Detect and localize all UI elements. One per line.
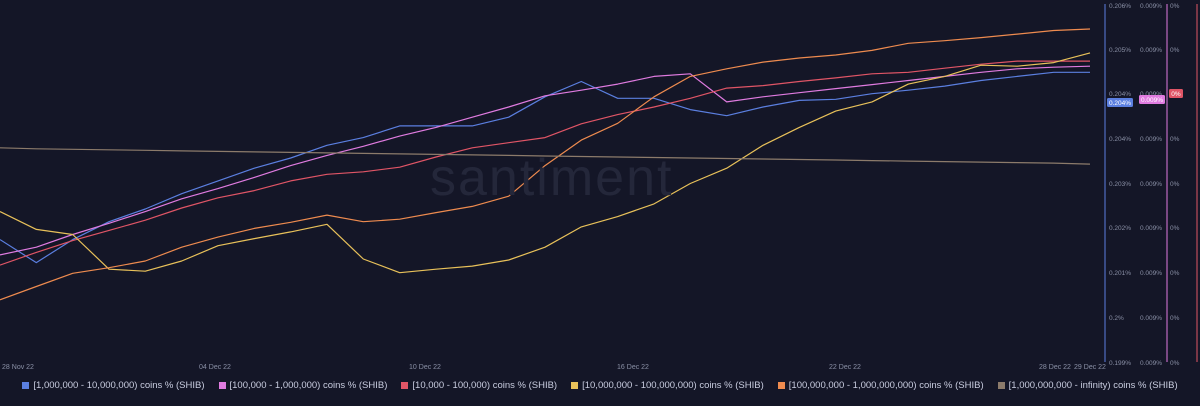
- series-line-3: [0, 60, 1090, 266]
- legend-label: [10,000 - 100,000) coins % (SHIB): [412, 380, 558, 391]
- y-tick-label: 0.009%: [1140, 270, 1162, 277]
- y-tick-label: 0%: [1170, 315, 1180, 322]
- y-tick-label: 0.205%: [1109, 47, 1131, 54]
- series-layer: [0, 28, 1091, 301]
- current-value-label: 0%: [1171, 91, 1181, 98]
- current-value-badge: [1139, 95, 1165, 104]
- legend-swatch: [777, 382, 785, 389]
- legend-item-6[interactable]: [1,000,000,000 - infinity) coins % (SHIB…: [997, 380, 1178, 391]
- y-tick-label: 0.009%: [1140, 360, 1162, 367]
- legend-label: [1,000,000,000 - infinity) coins % (SHIB…: [1008, 380, 1178, 391]
- y-tick-label: 0%: [1170, 181, 1180, 188]
- x-tick-label: 04 Dec 22: [199, 364, 231, 371]
- legend-item-1[interactable]: [1,000,000 - 10,000,000) coins % (SHIB): [22, 380, 205, 391]
- y-tick-label: 0.009%: [1140, 136, 1162, 143]
- legend-swatch: [997, 382, 1005, 389]
- y-tick-label: 0%: [1170, 136, 1180, 143]
- y-tick-label: 0%: [1170, 225, 1180, 232]
- y-tick-label: 0.202%: [1109, 225, 1131, 232]
- x-tick-label: 16 Dec 22: [617, 364, 649, 371]
- y-tick-label: 0.009%: [1140, 315, 1162, 322]
- legend-swatch: [401, 382, 409, 389]
- x-tick-label: 22 Dec 22: [829, 364, 861, 371]
- legend-item-3[interactable]: [10,000 - 100,000) coins % (SHIB): [401, 380, 557, 391]
- y-tick-label: 0.204%: [1109, 136, 1131, 143]
- x-tick-label: 28 Dec 22: [1039, 364, 1071, 371]
- y-tick-label: 0%: [1170, 360, 1180, 367]
- y-tick-label: 0.2%: [1109, 315, 1124, 322]
- legend-item-5[interactable]: [100,000,000 - 1,000,000,000) coins % (S…: [777, 380, 984, 391]
- legend-item-4[interactable]: [10,000,000 - 100,000,000) coins % (SHIB…: [571, 380, 764, 391]
- y-tick-label: 0%: [1170, 3, 1180, 10]
- y-tick-label: 0.009%: [1140, 91, 1162, 98]
- y-tick-label: 0.009%: [1140, 3, 1162, 10]
- x-tick-label: 10 Dec 22: [409, 364, 441, 371]
- y-tick-label: 0.203%: [1109, 181, 1131, 188]
- x-tick-label: 29 Dec 22: [1074, 364, 1106, 371]
- y-tick-label: 0.204%: [1109, 91, 1131, 98]
- current-value-badge: [1169, 89, 1183, 98]
- series-line-2: [0, 65, 1091, 256]
- legend-label: [100,000 - 1,000,000) coins % (SHIB): [229, 380, 388, 391]
- series-line-6: [0, 147, 1091, 165]
- y-tick-label: 0.201%: [1109, 270, 1131, 277]
- current-value-label: 0.204%: [1109, 100, 1131, 107]
- y-tick-label: 0.206%: [1109, 3, 1131, 10]
- series-line-1: [0, 71, 1090, 264]
- y-tick-label: 0%: [1170, 270, 1180, 277]
- legend-label: [1,000,000 - 10,000,000) coins % (SHIB): [33, 380, 205, 391]
- chart-legend: [1,000,000 - 10,000,000) coins % (SHIB) […: [0, 380, 1200, 391]
- current-value-label: 0.009%: [1141, 97, 1163, 104]
- y-tick-label: 0%: [1170, 47, 1180, 54]
- legend-label: [10,000,000 - 100,000,000) coins % (SHIB…: [582, 380, 764, 391]
- santiment-watermark: santiment: [430, 149, 674, 207]
- legend-swatch: [571, 382, 579, 389]
- y-tick-label: 0.199%: [1109, 360, 1131, 367]
- current-value-badge: [1107, 98, 1133, 107]
- y-tick-label: 0.009%: [1140, 47, 1162, 54]
- series-line-5: [0, 28, 1091, 301]
- legend-label: [100,000,000 - 1,000,000,000) coins % (S…: [788, 380, 984, 391]
- y-tick-label: 0.009%: [1140, 181, 1162, 188]
- legend-swatch: [22, 382, 30, 389]
- y-tick-label: 0.009%: [1140, 225, 1162, 232]
- series-line-4: [0, 52, 1091, 274]
- legend-item-2[interactable]: [100,000 - 1,000,000) coins % (SHIB): [218, 380, 388, 391]
- legend-swatch: [218, 382, 226, 389]
- axis-layer: 28 Nov 22 04 Dec 22 10 Dec 22 16 Dec 22 22 D…: [2, 3, 1198, 371]
- x-tick-label: 28 Nov 22: [2, 364, 34, 371]
